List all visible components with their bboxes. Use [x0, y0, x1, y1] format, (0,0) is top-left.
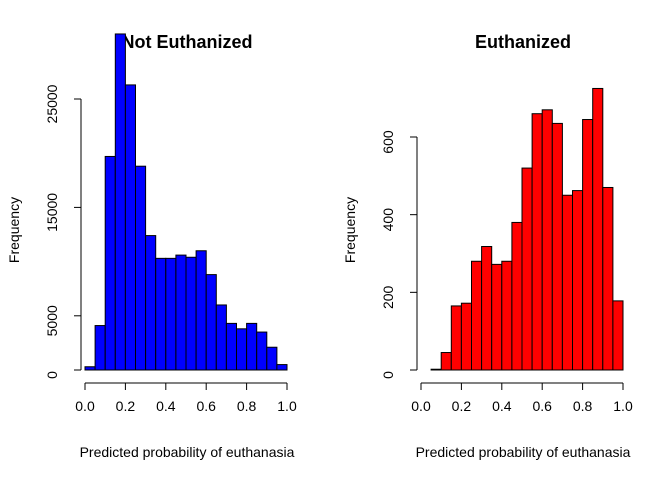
- x-axis-label: Predicted probability of euthanasia: [416, 444, 631, 460]
- histogram-bar: [215, 304, 227, 371]
- histogram-bar: [471, 260, 483, 371]
- histogram-bar: [501, 260, 513, 371]
- panel-not-euthanized: Not Euthanized Predicted probability of …: [6, 32, 297, 460]
- histogram-bar: [612, 300, 624, 371]
- y-axis-label: Frequency: [6, 197, 22, 263]
- histogram-bar: [561, 194, 574, 371]
- x-tick-label: 1.0: [613, 398, 633, 414]
- histogram-bar: [236, 328, 248, 371]
- panel-euthanized: Euthanized Predicted probability of euth…: [342, 32, 633, 460]
- histogram-bar: [276, 364, 288, 371]
- chart-title: Not Euthanized: [122, 32, 253, 52]
- x-tick-label: 0.6: [196, 398, 216, 414]
- histogram-bar: [114, 33, 126, 371]
- histogram-bar: [175, 254, 187, 371]
- histogram-bar: [582, 119, 594, 371]
- x-axis-label: Predicted probability of euthanasia: [80, 444, 295, 460]
- histogram-bar: [135, 165, 147, 371]
- histogram-bar: [521, 167, 533, 371]
- histogram-bar: [541, 109, 553, 371]
- histogram-bar: [602, 186, 614, 371]
- histogram-bar: [551, 122, 563, 371]
- x-tick-label: 0.2: [452, 398, 472, 414]
- y-tick-label: 0: [44, 371, 60, 379]
- histogram-bar: [246, 322, 258, 371]
- histogram-bar: [124, 84, 137, 371]
- y-tick-label: 200: [380, 285, 396, 309]
- histogram-bar: [531, 113, 543, 371]
- histogram-bar: [572, 190, 584, 371]
- y-tick-label: 400: [380, 208, 396, 232]
- histogram-bar: [460, 302, 472, 371]
- y-tick-label: 25000: [44, 84, 60, 123]
- y-tick-label: 15000: [44, 193, 60, 232]
- y-axis-label: Frequency: [342, 197, 358, 263]
- x-tick-label: 0.8: [237, 398, 257, 414]
- histogram-bar: [440, 352, 452, 371]
- y-tick-label: 0: [380, 371, 396, 379]
- histogram-bar: [205, 274, 217, 371]
- chart-title: Euthanized: [475, 32, 571, 52]
- x-tick-label: 0.4: [156, 398, 176, 414]
- histogram-bar: [145, 235, 157, 371]
- histogram-bar: [104, 155, 116, 371]
- histogram-bar: [592, 87, 604, 371]
- histogram-bar: [185, 256, 197, 371]
- histogram-bar: [481, 246, 493, 371]
- histogram-bar: [256, 331, 268, 371]
- histogram-bar: [430, 368, 442, 371]
- histogram-bar: [491, 263, 503, 371]
- histogram-bar: [155, 257, 167, 371]
- histogram-bar: [266, 346, 278, 371]
- histogram-bar: [450, 305, 462, 371]
- x-tick-label: 1.0: [277, 398, 297, 414]
- histogram-bar: [165, 257, 177, 371]
- x-tick-label: 0.2: [116, 398, 136, 414]
- y-tick-label: 600: [380, 130, 396, 154]
- histogram-bar: [94, 325, 106, 371]
- x-tick-label: 0.4: [492, 398, 512, 414]
- y-tick-label: 5000: [44, 305, 60, 336]
- x-tick-label: 0.8: [573, 398, 593, 414]
- x-tick-label: 0.0: [411, 398, 431, 414]
- histogram-bar: [225, 322, 237, 371]
- histogram-bar: [195, 250, 207, 371]
- histogram-bar: [84, 366, 96, 371]
- histogram-bar: [511, 221, 523, 371]
- x-tick-label: 0.0: [75, 398, 95, 414]
- x-tick-label: 0.6: [532, 398, 552, 414]
